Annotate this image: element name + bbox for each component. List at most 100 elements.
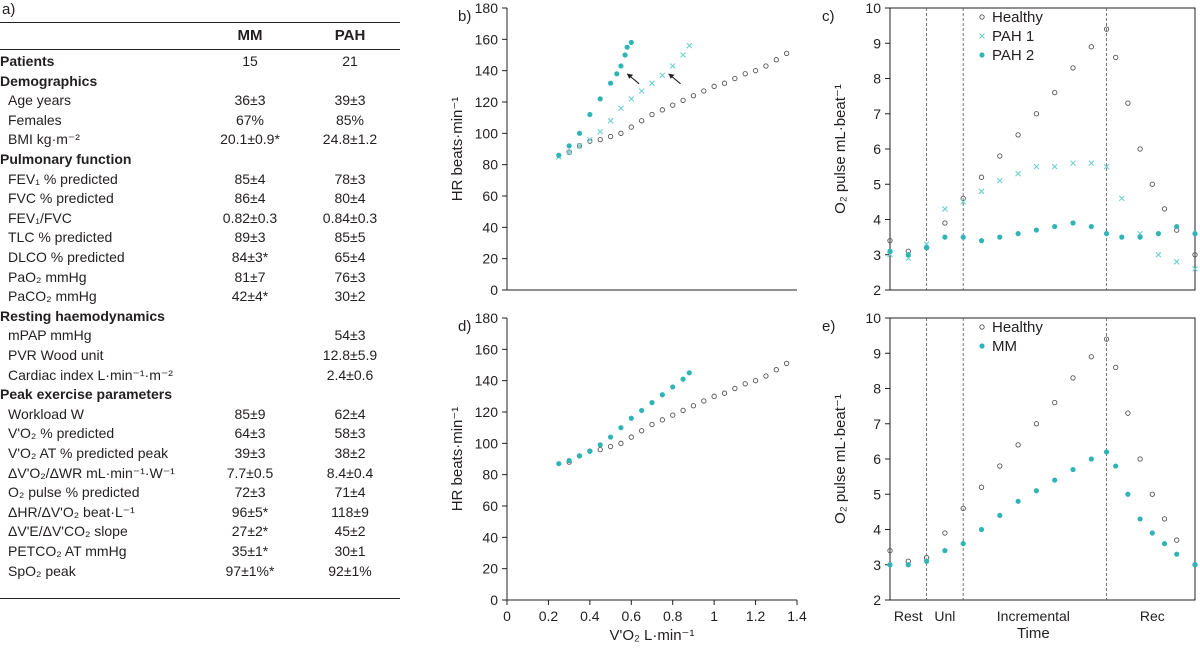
data-point (649, 111, 655, 118)
data-point (997, 153, 1003, 159)
data-point (659, 417, 666, 423)
data-point (752, 68, 759, 74)
data-point (556, 152, 562, 158)
data-point (1070, 220, 1076, 226)
data-point (680, 52, 686, 58)
data-point (742, 381, 748, 387)
x-tick-label: 0.4 (580, 608, 600, 624)
y-tick-label: 120 (475, 404, 499, 420)
data-point (1155, 251, 1162, 258)
row-label: PaO₂ mmHg (8, 268, 87, 285)
row-label: O₂ pulse % predicted (8, 484, 140, 501)
data-point (1137, 234, 1143, 240)
data-point (1088, 160, 1095, 166)
data-point (942, 220, 948, 226)
x-tick-label: 0.6 (622, 608, 642, 624)
data-point (887, 248, 893, 254)
y-tick-label: 7 (873, 106, 881, 122)
cell-mm: 85±4 (234, 170, 266, 187)
row-label: FVC % predicted (8, 190, 114, 207)
data-point (1015, 132, 1021, 138)
data-point (960, 541, 966, 547)
data-point (942, 234, 948, 240)
cell-pah: 71±4 (334, 484, 366, 501)
data-point (978, 526, 985, 533)
cell-pah: 62±4 (334, 405, 366, 422)
y-axis-label: O₂ pulse mL·beat⁻¹ (832, 394, 849, 524)
data-point (1174, 537, 1180, 543)
data-point (1088, 223, 1094, 230)
table-row: Patients 15 21 (0, 52, 400, 72)
data-point (997, 463, 1003, 469)
data-point (1088, 456, 1094, 462)
phase-label: Rest (894, 608, 923, 624)
data-point (659, 107, 666, 113)
data-point (618, 105, 624, 112)
cell-mm: 96±5* (231, 503, 269, 520)
row-label: V'O₂ % predicted (8, 425, 115, 442)
row-label: Pulmonary function (0, 151, 132, 167)
data-point (670, 384, 676, 390)
data-point (1033, 488, 1039, 494)
data-point (942, 548, 948, 554)
data-point (686, 42, 693, 49)
y-tick-label: 10 (865, 310, 881, 326)
cell-mm: 81±7 (234, 268, 266, 285)
plot-frame (889, 7, 1196, 291)
data-point (618, 440, 624, 446)
y-tick-label: 80 (482, 467, 498, 483)
cell-pah: 24.8±1.2 (322, 131, 378, 148)
data-point (711, 83, 717, 89)
data-point (1070, 160, 1076, 166)
x-axis-label: Time (1017, 625, 1050, 642)
data-point (1149, 530, 1155, 536)
table-row: PaO₂ mmHg 81±7 76±3 (0, 268, 400, 288)
cell-pah: 80±4 (334, 190, 366, 207)
y-tick-label: 10 (865, 0, 881, 16)
row-label: DLCO % predicted (8, 249, 125, 265)
cell-pah: 30±1 (334, 543, 366, 559)
y-tick-label: 160 (475, 31, 499, 47)
data-point (924, 558, 930, 564)
x-tick-label: 1 (710, 608, 718, 624)
row-label: ΔV'O₂/ΔWR mL·min⁻¹·W⁻¹ (8, 464, 175, 481)
cell-mm: 64±3 (234, 425, 266, 442)
data-point (1174, 223, 1180, 230)
table-row: Workload W 85±9 62±4 (0, 405, 400, 425)
y-tick-label: 3 (873, 247, 881, 263)
data-point (1033, 111, 1040, 117)
data-point (607, 117, 614, 124)
data-point (960, 195, 966, 202)
data-point (649, 80, 655, 87)
cell-mm: 35±1* (231, 543, 269, 559)
data-point (997, 512, 1003, 519)
data-point (1070, 65, 1076, 71)
table-row: FEV₁ % predicted 85±4 78±3 (0, 170, 400, 190)
data-point (566, 457, 572, 464)
data-point (680, 376, 686, 382)
data-point (618, 130, 624, 136)
table-row: ΔV'O₂/ΔWR mL·min⁻¹·W⁻¹ 7.7±0.5 8.4±0.4 (0, 464, 400, 484)
table-top-rule (0, 22, 400, 23)
data-point (1015, 442, 1021, 448)
data-point (1103, 163, 1110, 170)
data-point (783, 360, 790, 367)
data-point (887, 562, 893, 568)
data-point (732, 75, 738, 82)
y-tick-label: 5 (873, 486, 881, 502)
y-tick-label: 9 (873, 35, 881, 51)
cell-pah: 2.4±0.6 (326, 366, 374, 383)
data-point (721, 80, 728, 86)
cell-mm: 36±3 (234, 92, 266, 109)
cell-pah: 0.84±0.3 (322, 209, 378, 226)
row-label: Age years (8, 92, 72, 109)
legend-label: PAH 2 (992, 47, 1034, 64)
data-point (711, 393, 717, 399)
data-point (1137, 456, 1143, 462)
data-point (978, 174, 985, 180)
data-point (576, 142, 583, 149)
cell-pah: 8.4±0.4 (326, 464, 374, 481)
y-tick-label: 9 (873, 345, 881, 361)
cell-pah: 45±2 (334, 523, 366, 540)
legend-marker (979, 52, 985, 58)
